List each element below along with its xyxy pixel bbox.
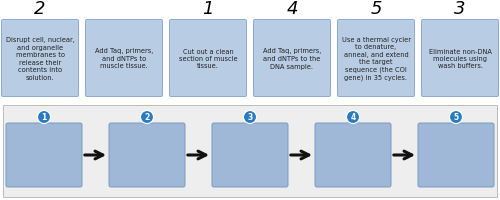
FancyBboxPatch shape xyxy=(254,20,330,97)
FancyBboxPatch shape xyxy=(212,123,288,187)
Text: 3: 3 xyxy=(248,113,252,122)
Text: 5: 5 xyxy=(454,113,458,122)
Circle shape xyxy=(38,111,51,124)
Text: Cut out a clean
section of muscle
tissue.: Cut out a clean section of muscle tissue… xyxy=(178,48,238,69)
Text: Use a thermal cycler
to denature,
anneal, and extend
the target
sequence (the CO: Use a thermal cycler to denature, anneal… xyxy=(342,37,410,81)
Text: Add Taq, primers,
and dNTPs to the
DNA sample.: Add Taq, primers, and dNTPs to the DNA s… xyxy=(263,48,321,69)
Text: 2: 2 xyxy=(144,113,150,122)
FancyBboxPatch shape xyxy=(6,123,82,187)
Text: 1: 1 xyxy=(42,113,46,122)
FancyBboxPatch shape xyxy=(422,20,498,97)
Text: 1: 1 xyxy=(202,0,214,18)
FancyBboxPatch shape xyxy=(338,20,414,97)
FancyBboxPatch shape xyxy=(2,20,78,97)
FancyBboxPatch shape xyxy=(86,20,162,97)
FancyBboxPatch shape xyxy=(109,123,185,187)
Text: 5: 5 xyxy=(370,0,382,18)
Text: Add Taq, primers,
and dNTPs to
muscle tissue.: Add Taq, primers, and dNTPs to muscle ti… xyxy=(95,48,153,69)
Circle shape xyxy=(244,111,256,124)
FancyBboxPatch shape xyxy=(315,123,391,187)
Text: 3: 3 xyxy=(454,0,466,18)
Text: 4: 4 xyxy=(350,113,356,122)
FancyBboxPatch shape xyxy=(170,20,246,97)
Text: Eliminate non-DNA
molecules using
wash buffers.: Eliminate non-DNA molecules using wash b… xyxy=(428,48,492,69)
Text: 2: 2 xyxy=(34,0,46,18)
Text: 4: 4 xyxy=(286,0,298,18)
Circle shape xyxy=(450,111,462,124)
Circle shape xyxy=(346,111,360,124)
Text: Disrupt cell, nuclear,
and organelle
membranes to
release their
contents into
so: Disrupt cell, nuclear, and organelle mem… xyxy=(6,37,74,80)
Circle shape xyxy=(140,111,153,124)
FancyBboxPatch shape xyxy=(418,123,494,187)
FancyBboxPatch shape xyxy=(3,105,497,197)
